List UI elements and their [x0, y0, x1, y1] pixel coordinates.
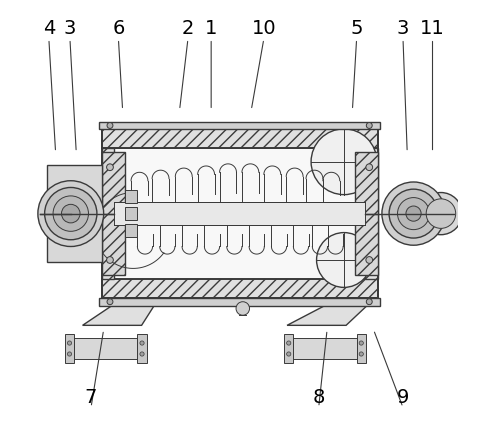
Text: 5: 5: [350, 19, 363, 38]
Circle shape: [382, 182, 445, 245]
Circle shape: [107, 123, 113, 129]
Bar: [102, 152, 124, 275]
Circle shape: [107, 164, 113, 170]
Circle shape: [53, 196, 88, 231]
Text: 11: 11: [420, 19, 445, 38]
Circle shape: [140, 341, 144, 345]
Polygon shape: [287, 305, 367, 325]
Polygon shape: [82, 305, 154, 325]
Circle shape: [107, 257, 113, 264]
Bar: [99, 298, 380, 305]
Bar: [65, 334, 74, 363]
Text: 3: 3: [397, 19, 409, 38]
Bar: [74, 338, 137, 360]
Bar: [102, 148, 114, 279]
Bar: [124, 224, 137, 237]
Circle shape: [61, 204, 80, 223]
Circle shape: [287, 352, 291, 356]
Circle shape: [38, 181, 104, 247]
Bar: [102, 129, 378, 148]
Text: 6: 6: [112, 19, 124, 38]
Text: 3: 3: [64, 19, 76, 38]
Bar: [284, 334, 293, 363]
Circle shape: [426, 199, 455, 228]
Circle shape: [366, 164, 372, 170]
Circle shape: [398, 198, 430, 230]
Bar: [102, 129, 378, 298]
Text: 9: 9: [397, 387, 409, 407]
Bar: [124, 190, 137, 203]
Bar: [102, 279, 378, 298]
Circle shape: [107, 299, 113, 305]
Circle shape: [420, 192, 462, 235]
Circle shape: [67, 352, 72, 356]
Bar: [365, 148, 378, 279]
Circle shape: [406, 206, 421, 221]
Bar: [47, 165, 102, 262]
Text: 10: 10: [251, 19, 276, 38]
Circle shape: [367, 299, 372, 305]
Bar: [355, 152, 378, 275]
Text: 1: 1: [205, 19, 217, 38]
Bar: [357, 334, 366, 363]
Bar: [114, 202, 365, 225]
Circle shape: [67, 341, 72, 345]
Circle shape: [140, 352, 144, 356]
Text: 2: 2: [182, 19, 194, 38]
Circle shape: [367, 123, 372, 129]
Bar: [137, 334, 147, 363]
Bar: [99, 122, 380, 129]
Circle shape: [236, 302, 249, 315]
Circle shape: [311, 129, 377, 195]
Text: 4: 4: [42, 19, 55, 38]
Bar: [293, 338, 357, 360]
Bar: [124, 207, 137, 220]
Text: 7: 7: [85, 387, 97, 407]
Circle shape: [44, 187, 97, 240]
Circle shape: [366, 257, 372, 264]
Circle shape: [359, 341, 364, 345]
Text: 8: 8: [313, 387, 325, 407]
Circle shape: [287, 341, 291, 345]
Circle shape: [359, 352, 364, 356]
Circle shape: [317, 233, 371, 287]
Circle shape: [389, 189, 438, 238]
Bar: [114, 148, 365, 279]
